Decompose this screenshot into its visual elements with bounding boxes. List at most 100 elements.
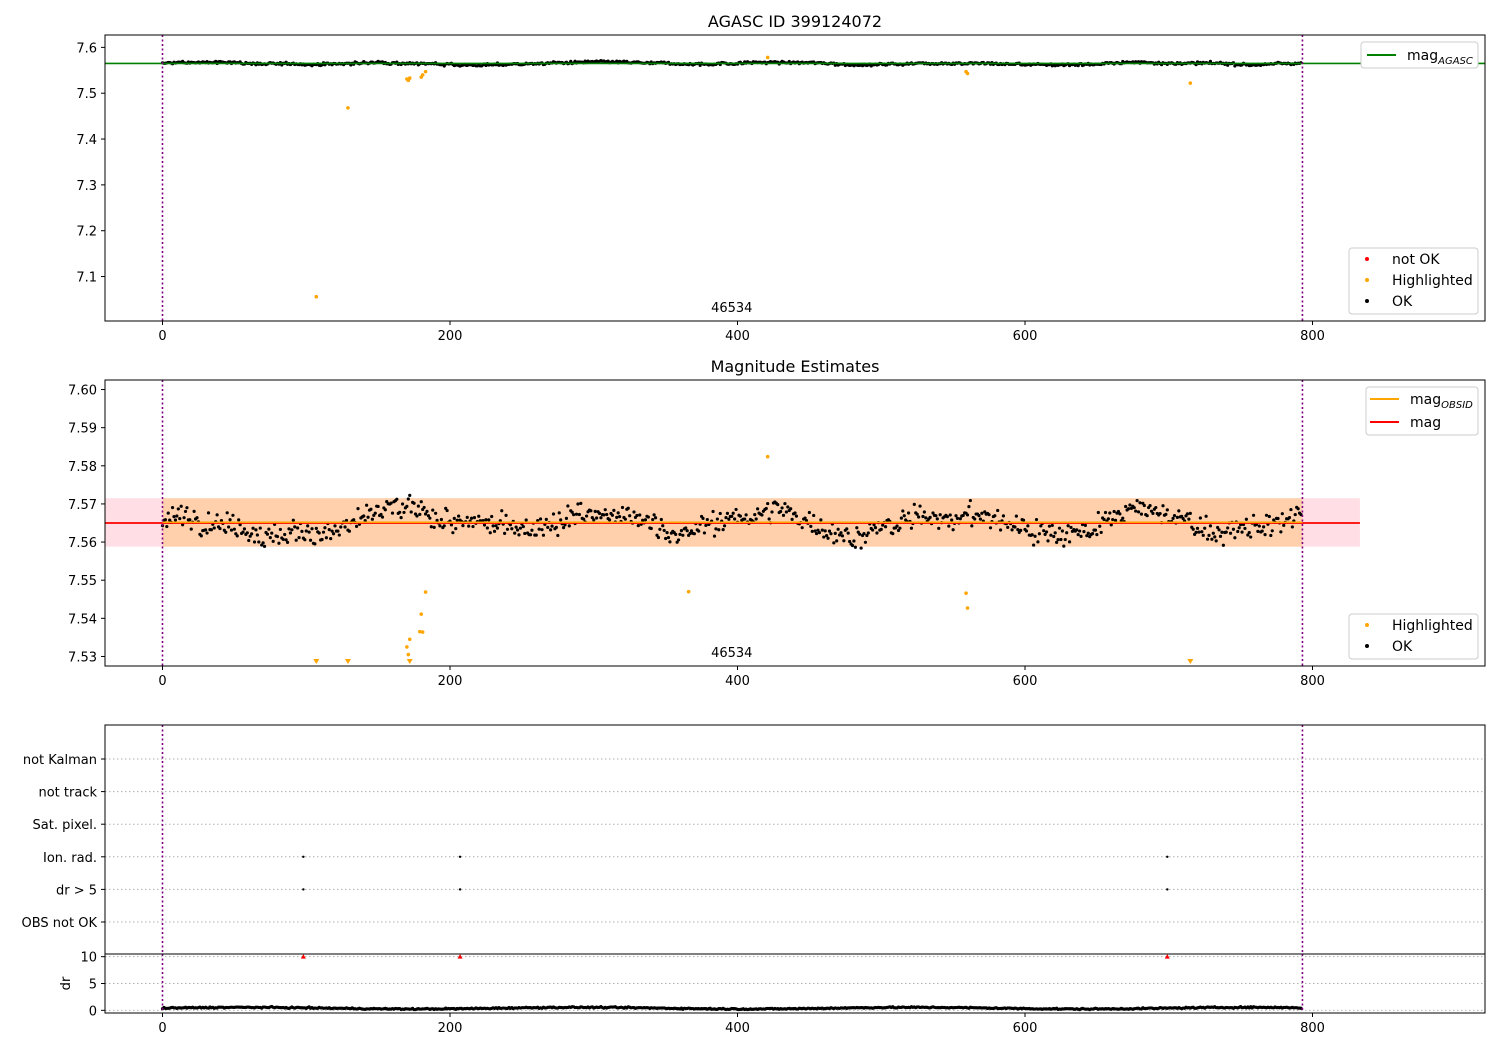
ok-point [297,536,301,540]
ok-point [1019,528,1023,532]
ok-point [1095,532,1099,537]
y-axis: 7.1 7.2 7.3 7.4 7.5 7.6 [76,41,105,286]
ok-point [1050,523,1054,528]
ok-point [826,536,830,540]
ok-point [537,527,541,531]
ok-point [652,513,656,517]
x-tick-label: 400 [725,1021,750,1036]
ok-point [287,527,291,531]
ok-point [909,526,914,530]
ok-point [173,518,178,522]
ok-point [1251,513,1256,517]
ok-point [306,524,310,528]
ok-point [1293,512,1297,517]
ok-point [850,543,855,548]
ok-point [898,526,902,530]
ok-point [270,531,274,535]
ok-point [449,523,454,527]
ok-point [1134,509,1138,513]
flag-points [302,855,1169,891]
y-tick-label: 7.5 [76,87,97,102]
ok-point [721,528,725,532]
ok-point [330,529,334,533]
dr-outlier-marker [300,954,306,959]
ok-point [698,63,702,67]
ok-point [602,513,606,517]
x-tick-label: 0 [158,1021,166,1036]
ok-point [935,517,939,521]
ok-point [561,526,566,530]
ok-point [268,535,272,540]
ok-point [1026,524,1030,528]
ok-point [455,518,459,522]
ok-point [379,512,383,517]
ok-point [833,531,837,535]
ok-point [789,507,793,511]
ok-point [1083,523,1087,527]
ok-point [958,517,962,521]
highlighted-point [314,294,319,299]
ok-point [675,540,679,544]
plot-frame [104,34,1486,322]
ok-point [1175,515,1179,519]
ok-point [182,516,186,520]
y-tick-label: 7.4 [76,133,97,148]
ok-point [247,538,251,543]
flag-row-label: Sat. pixel. [33,818,97,833]
ok-point [574,512,579,516]
ok-point [977,514,981,518]
dr-outlier-marker [1164,954,1170,959]
highlighted-point [346,106,350,110]
ok-point [481,519,485,523]
y-tick-label: 7.58 [68,460,97,475]
ok-point [1118,512,1122,516]
ok-point [635,513,639,518]
ok-point [487,518,491,522]
ok-point [658,527,662,531]
ok-point [415,514,419,518]
ok-point [1181,517,1185,521]
ok-point [689,529,694,533]
ok-point [1037,532,1041,536]
ok-point [219,518,224,523]
ok-point [1247,530,1251,535]
x-tick-label: 600 [1013,1021,1038,1036]
ok-point [866,531,870,535]
ok-point [1269,533,1273,538]
legend-label: Highlighted [1392,273,1473,289]
ok-point [1111,517,1115,522]
ok-point [505,527,510,531]
ok-point [678,532,682,536]
ok-point [429,525,433,529]
ok-point [317,531,321,535]
ok-point [205,531,209,535]
ok-point [1039,524,1043,528]
ok-point [333,524,337,528]
ok-point [770,510,774,514]
ok-point [418,512,422,516]
ok-point [445,508,449,513]
ok-point [1090,532,1095,536]
ok-point [615,515,619,519]
ok-point [1042,529,1046,533]
ok-point [1032,543,1036,547]
ok-point [329,536,333,541]
ok-point [1060,529,1064,533]
flag-rows: not Kalman not track Sat. pixel. Ion. rad. d… [22,753,1485,931]
dr-outlier-marker [457,954,463,959]
ok-point [534,533,538,537]
ok-point [281,537,285,542]
flag-point [302,855,305,858]
ok-point [1257,524,1261,528]
x-tick-label: 200 [438,329,463,344]
ok-point [988,526,993,530]
ok-point [800,526,804,530]
ok-point [514,525,518,529]
ok-point [871,528,875,532]
ok-point [666,535,671,540]
ok-point [1172,513,1177,518]
ok-point [668,540,672,544]
ok-point [842,539,846,543]
x-axis: 0 200 400 600 800 [158,1013,1325,1036]
ok-point [865,533,869,538]
